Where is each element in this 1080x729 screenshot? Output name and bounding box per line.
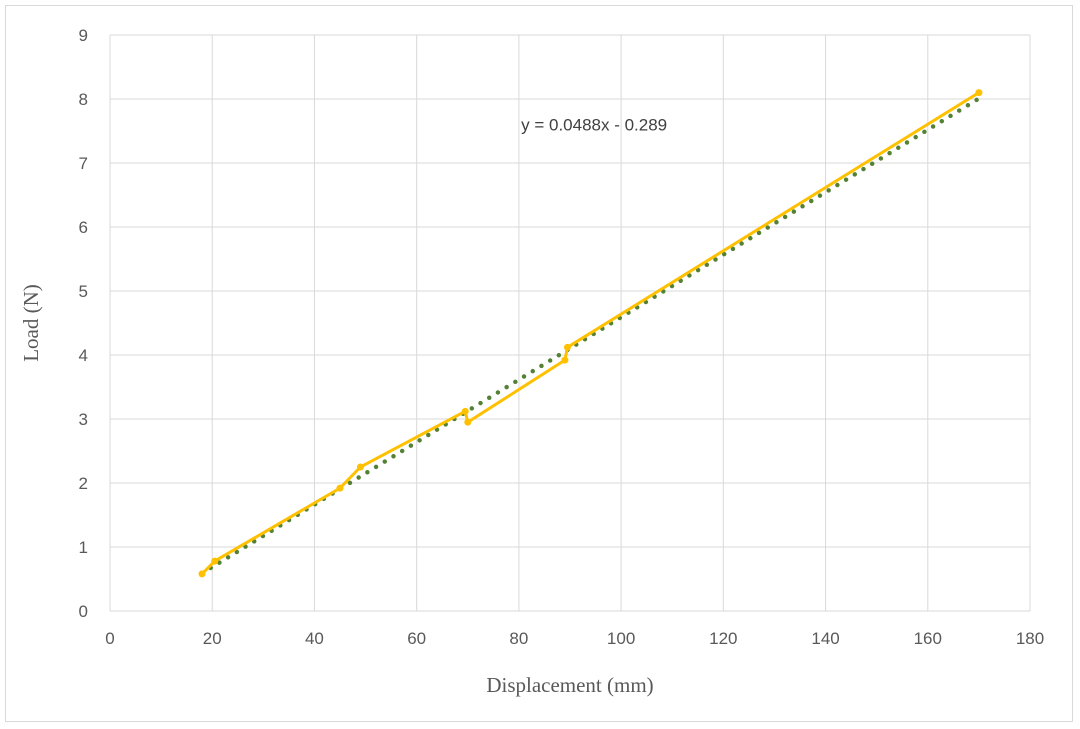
data-point — [461, 407, 469, 415]
y-tick-label: 3 — [79, 410, 88, 429]
y-tick-label: 5 — [79, 282, 88, 301]
y-axis-title: Load (N) — [19, 284, 43, 362]
y-tick-label: 1 — [79, 538, 88, 557]
y-tick-label: 8 — [79, 90, 88, 109]
y-tick-label: 0 — [79, 602, 88, 621]
x-tick-label: 160 — [914, 629, 942, 648]
y-tick-label: 9 — [79, 26, 88, 45]
x-axis-title: Displacement (mm) — [486, 673, 653, 697]
x-tick-label: 180 — [1016, 629, 1044, 648]
x-tick-label: 80 — [509, 629, 528, 648]
x-tick-label: 60 — [407, 629, 426, 648]
x-tick-label: 140 — [811, 629, 839, 648]
data-point — [563, 343, 571, 351]
data-point — [561, 356, 569, 364]
gridlines — [109, 34, 1031, 612]
trendline-equation: y = 0.0488x - 0.289 — [521, 116, 667, 135]
data-point — [336, 484, 344, 492]
y-tick-label: 7 — [79, 154, 88, 173]
x-tick-label: 120 — [709, 629, 737, 648]
data-point — [356, 463, 364, 471]
y-tick-label: 2 — [79, 474, 88, 493]
x-tick-label: 100 — [607, 629, 635, 648]
data-point — [975, 89, 983, 97]
chart-frame — [5, 5, 1073, 722]
x-tick-label: 20 — [203, 629, 222, 648]
data-series-line — [200, 91, 980, 575]
data-point — [198, 570, 206, 578]
x-tick-label: 0 — [105, 629, 114, 648]
y-tick-label: 4 — [79, 346, 88, 365]
data-point — [211, 557, 219, 565]
x-tick-label: 40 — [305, 629, 324, 648]
plot-area — [198, 89, 983, 578]
tick-labels: 0 20 40 60 80 100 120 140 160 180 0 1 2 3 4 5 6 7 8 9 — [79, 26, 1045, 648]
y-tick-label: 6 — [79, 218, 88, 237]
data-point — [464, 418, 472, 426]
